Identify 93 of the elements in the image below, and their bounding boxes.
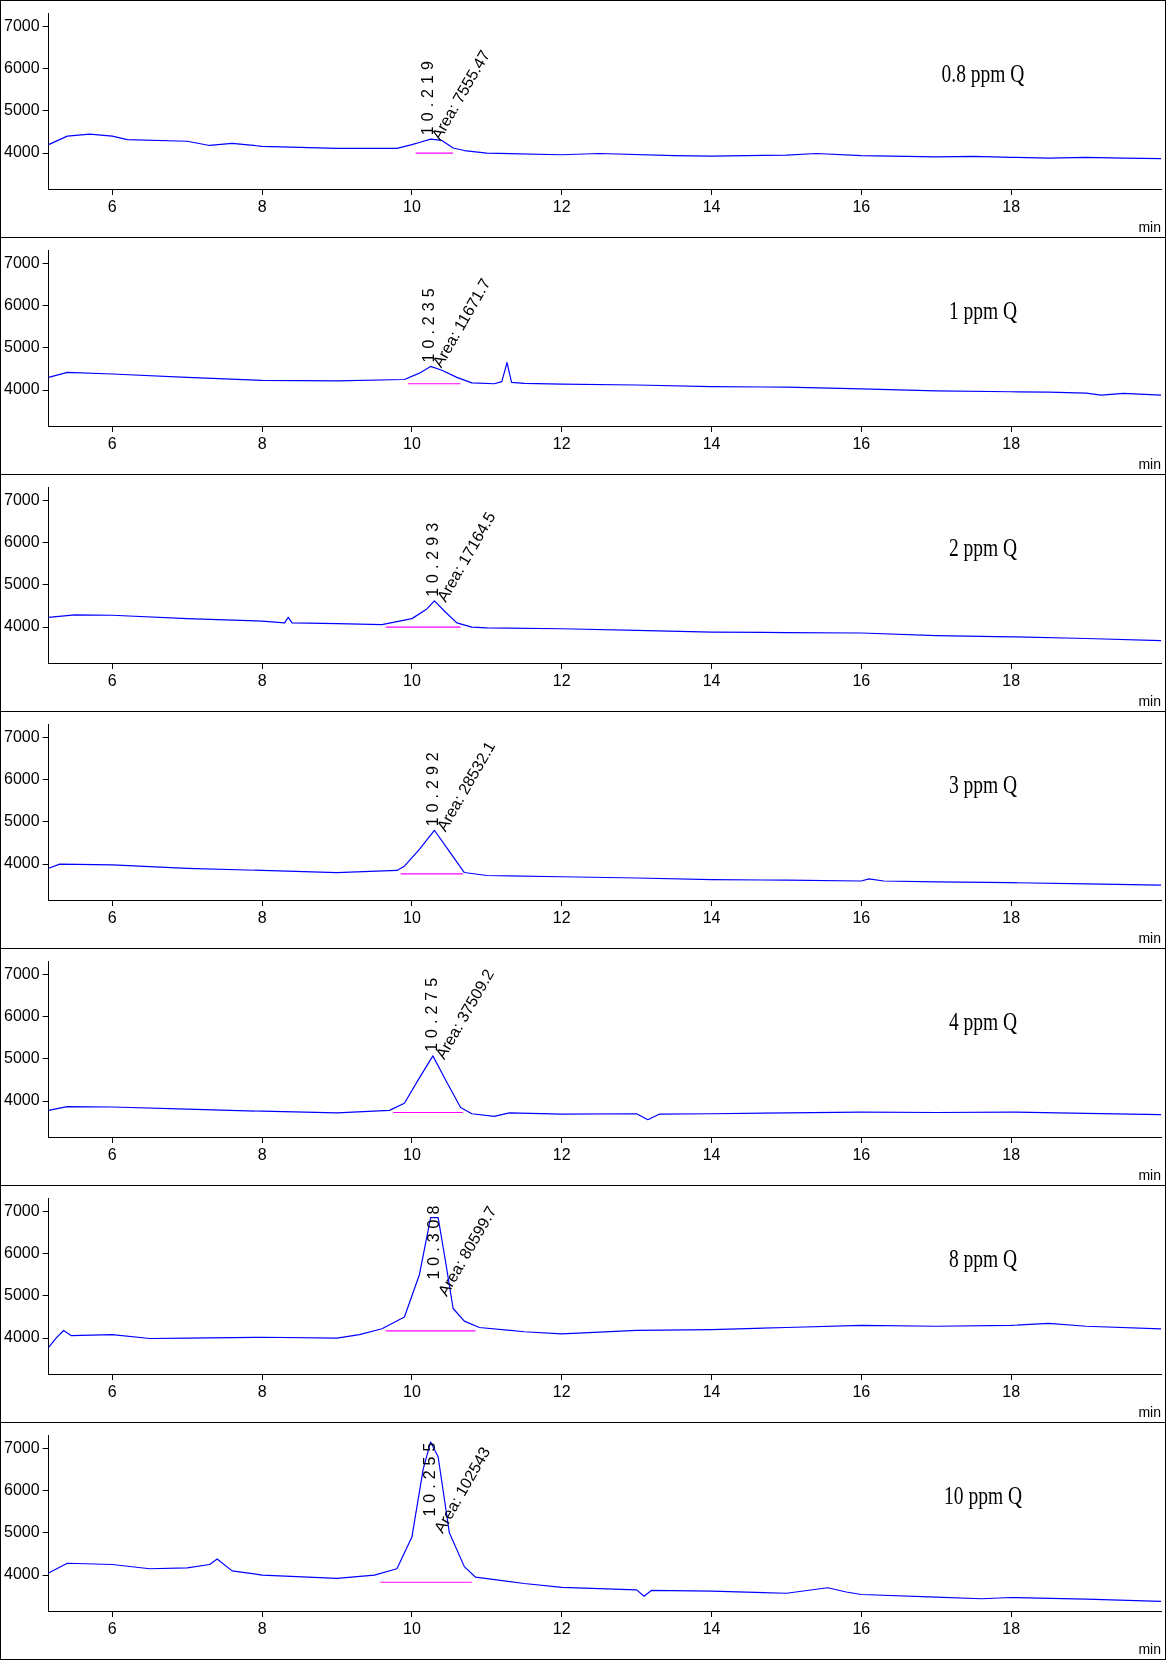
y-tick-label: 5000 xyxy=(4,338,40,356)
x-tick-label: 14 xyxy=(702,1146,721,1164)
x-tick-label: 18 xyxy=(1002,435,1021,453)
x-tick-label: 8 xyxy=(257,435,267,453)
x-tick-label: 6 xyxy=(107,1620,117,1638)
x-axis-title: min xyxy=(1138,1404,1161,1421)
x-tick-label: 12 xyxy=(552,1146,571,1164)
x-tick-label: 16 xyxy=(852,1383,871,1401)
x-tick-label: 8 xyxy=(257,672,267,690)
text: 0.8 ppm Q xyxy=(941,59,1025,88)
x-tick-label: 14 xyxy=(702,909,721,927)
text: 3 ppm Q xyxy=(948,770,1018,799)
x-tick-label: 12 xyxy=(552,198,571,216)
text: 10 ppm Q xyxy=(944,1481,1023,1510)
x-tick-label: 10 xyxy=(403,1146,421,1164)
x-tick-label: 16 xyxy=(852,672,871,690)
x-tick-label: 8 xyxy=(257,198,267,216)
x-tick-label: 8 xyxy=(257,1620,267,1638)
x-tick-label: 16 xyxy=(852,1146,871,1164)
x-tick-label: 8 xyxy=(257,1146,267,1164)
y-tick-label: 7000 xyxy=(4,727,40,745)
y-tick-label: 5000 xyxy=(4,1049,40,1067)
x-tick-label: 14 xyxy=(702,198,721,216)
y-tick-label: 4000 xyxy=(4,1565,40,1583)
text: 4 ppm Q xyxy=(948,1007,1018,1036)
y-tick-label: 7000 xyxy=(4,1438,40,1456)
x-axis-title: min xyxy=(1138,693,1161,710)
x-tick-label: 8 xyxy=(257,909,267,927)
x-tick-label: 12 xyxy=(552,435,571,453)
x-tick-label: 16 xyxy=(852,1620,871,1638)
y-tick-label: 5000 xyxy=(4,575,40,593)
x-tick-label: 16 xyxy=(852,198,871,216)
x-tick-label: 18 xyxy=(1002,1620,1021,1638)
y-tick-label: 7000 xyxy=(4,1201,40,1219)
y-tick-label: 4000 xyxy=(4,1091,40,1109)
y-tick-label: 4000 xyxy=(4,617,40,635)
x-tick-label: 6 xyxy=(107,198,117,216)
y-tick-label: 7000 xyxy=(4,253,40,271)
x-tick-label: 6 xyxy=(107,909,117,927)
x-tick-label: 14 xyxy=(702,435,721,453)
x-tick-label: 10 xyxy=(403,909,421,927)
x-tick-label: 6 xyxy=(107,435,117,453)
text: 8 ppm Q xyxy=(948,1244,1018,1273)
y-tick-label: 4000 xyxy=(4,380,40,398)
x-tick-label: 18 xyxy=(1002,198,1021,216)
x-tick-label: 16 xyxy=(852,909,871,927)
x-tick-label: 10 xyxy=(403,198,421,216)
x-tick-label: 16 xyxy=(852,435,871,453)
x-tick-label: 18 xyxy=(1002,672,1021,690)
x-tick-label: 12 xyxy=(552,672,571,690)
y-tick-label: 7000 xyxy=(4,16,40,34)
x-axis-title: min xyxy=(1138,930,1161,947)
x-axis-title: min xyxy=(1138,1167,1161,1184)
x-tick-label: 12 xyxy=(552,909,571,927)
y-tick-label: 5000 xyxy=(4,1523,40,1541)
x-tick-label: 10 xyxy=(403,435,421,453)
y-tick-label: 5000 xyxy=(4,101,40,119)
x-tick-label: 14 xyxy=(702,1620,721,1638)
y-tick-label: 7000 xyxy=(4,490,40,508)
x-axis-title: min xyxy=(1138,456,1161,473)
x-tick-label: 10 xyxy=(403,1620,421,1638)
x-tick-label: 10 xyxy=(403,1383,421,1401)
x-tick-label: 6 xyxy=(107,1383,117,1401)
x-axis-title: min xyxy=(1138,1641,1161,1658)
y-tick-label: 5000 xyxy=(4,1286,40,1304)
x-tick-label: 18 xyxy=(1002,1146,1021,1164)
y-tick-label: 6000 xyxy=(4,532,40,550)
x-tick-label: 6 xyxy=(107,1146,117,1164)
x-tick-label: 8 xyxy=(257,1383,267,1401)
x-tick-label: 10 xyxy=(403,672,421,690)
x-tick-label: 18 xyxy=(1002,909,1021,927)
annotation: 10.308 xyxy=(425,1200,443,1280)
x-tick-label: 12 xyxy=(552,1383,571,1401)
y-tick-label: 6000 xyxy=(4,769,40,787)
x-tick-label: 6 xyxy=(107,672,117,690)
y-tick-label: 6000 xyxy=(4,1006,40,1024)
x-tick-label: 14 xyxy=(702,1383,721,1401)
text: 1 ppm Q xyxy=(948,296,1018,325)
y-tick-label: 4000 xyxy=(4,854,40,872)
y-tick-label: 4000 xyxy=(4,143,40,161)
y-tick-label: 5000 xyxy=(4,812,40,830)
y-tick-label: 4000 xyxy=(4,1328,40,1346)
y-tick-label: 6000 xyxy=(4,1480,40,1498)
x-tick-label: 18 xyxy=(1002,1383,1021,1401)
y-tick-label: 6000 xyxy=(4,1243,40,1261)
text: 2 ppm Q xyxy=(948,533,1018,562)
x-axis-title: min xyxy=(1138,219,1161,236)
y-tick-label: 6000 xyxy=(4,58,40,76)
annotation: 10.255 xyxy=(421,1437,439,1517)
x-tick-label: 14 xyxy=(702,672,721,690)
x-tick-label: 12 xyxy=(552,1620,571,1638)
y-tick-label: 7000 xyxy=(4,964,40,982)
y-tick-label: 6000 xyxy=(4,295,40,313)
